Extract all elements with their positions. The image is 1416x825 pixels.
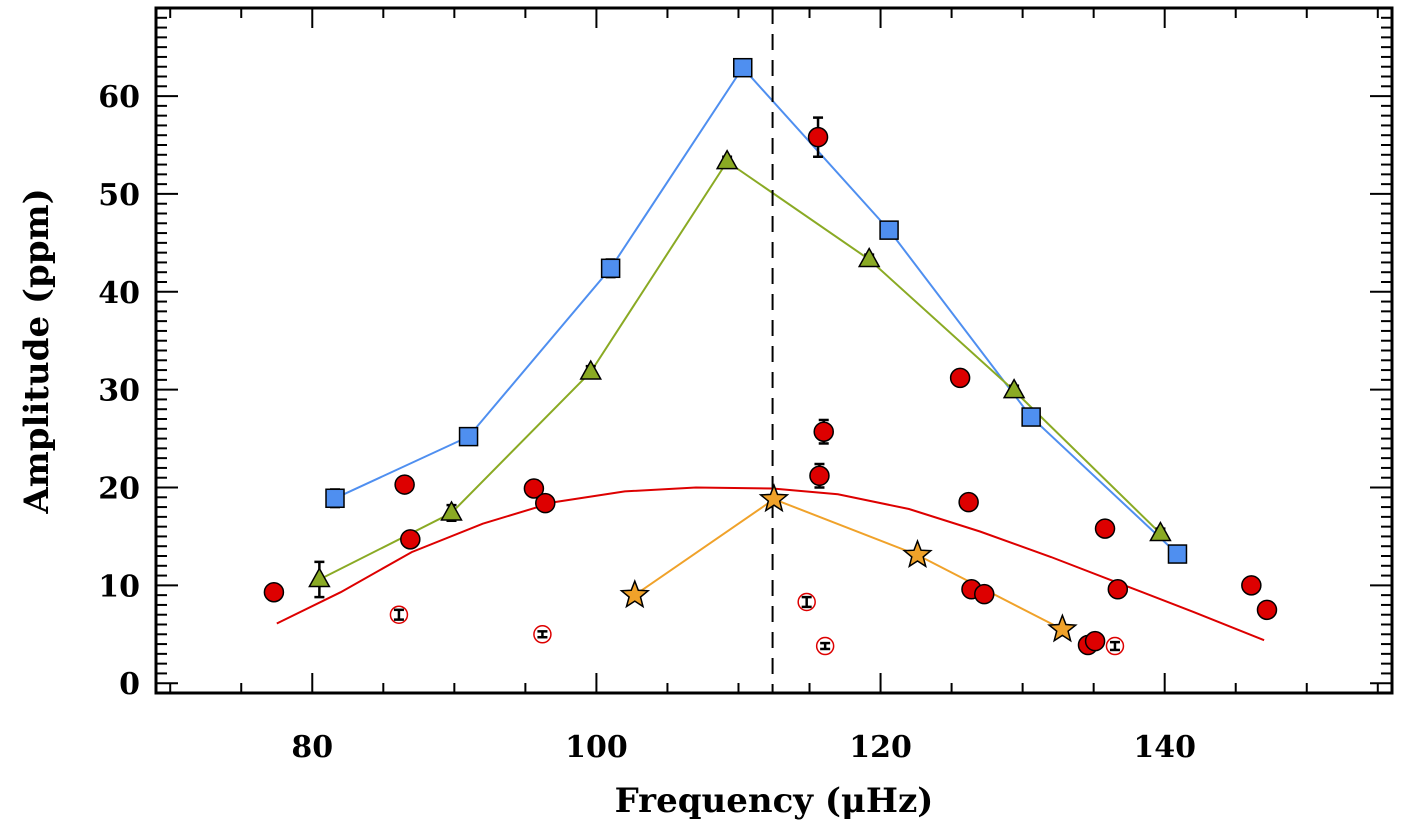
square-point [1021,407,1041,427]
y-tick-label: 0 [119,667,140,702]
triangle-point [579,359,603,380]
circle-point [1094,518,1116,539]
circle-point [807,126,829,148]
plot-frame [154,6,1394,695]
star-point [619,579,651,609]
y-tick-label: 60 [98,80,140,115]
star-point [758,483,790,513]
circle-point [1107,579,1129,600]
x-axis-title: Frequency (μHz) [615,781,934,821]
triangle-point [857,246,881,268]
y-tick-label: 20 [98,472,140,507]
triangle-point [1002,378,1026,399]
circle-point [813,421,834,442]
triangle-point [440,500,463,521]
star-point [1047,613,1078,643]
tick-labels-layer: 80 100 120 140 0 10 20 30 40 50 60 [98,80,1196,765]
series-lines-layer [318,66,1179,631]
open-circle-point [815,636,835,656]
square-point [325,488,345,509]
square-point [458,426,479,447]
y-tick-label: 30 [98,374,140,409]
data-points-layer [263,57,1278,656]
square-point [1167,544,1188,564]
y-tick-label: 50 [98,178,140,213]
axis-ticks [156,7,1392,694]
x-tick-label: 140 [1133,730,1196,765]
fit-curve-layer [276,486,1265,642]
open-circle-point [533,625,552,644]
x-tick-label: 80 [291,730,333,765]
circle-point [523,478,545,499]
y-tick-label: 40 [98,276,140,311]
triangle-point [1149,520,1172,542]
circle-point [263,581,285,603]
y-axis-title: Amplitude (ppm) [17,188,57,514]
circle-point [394,474,415,495]
circle-point [974,583,995,605]
circle-point [809,465,830,487]
square-series-line [334,66,1179,555]
star-series-line [634,498,1063,631]
open-circle-point [389,605,409,624]
star-point [902,538,933,568]
triangle-point [308,566,331,588]
x-tick-label: 100 [565,730,628,765]
circle-point [1084,630,1106,652]
circle-point [400,529,421,550]
circle-point [949,367,971,389]
open-circle-point [797,592,816,612]
circle-point [535,492,556,514]
circle-point [958,491,979,513]
square-point [879,220,899,240]
circle-point [1256,599,1278,621]
fit-curve [276,486,1265,642]
square-point [732,57,753,78]
square-point [600,258,621,279]
triangle-point [715,149,739,170]
x-tick-label: 120 [849,730,912,765]
circle-point [1241,575,1262,596]
open-circle-point [1105,636,1125,656]
y-tick-label: 10 [98,569,140,604]
